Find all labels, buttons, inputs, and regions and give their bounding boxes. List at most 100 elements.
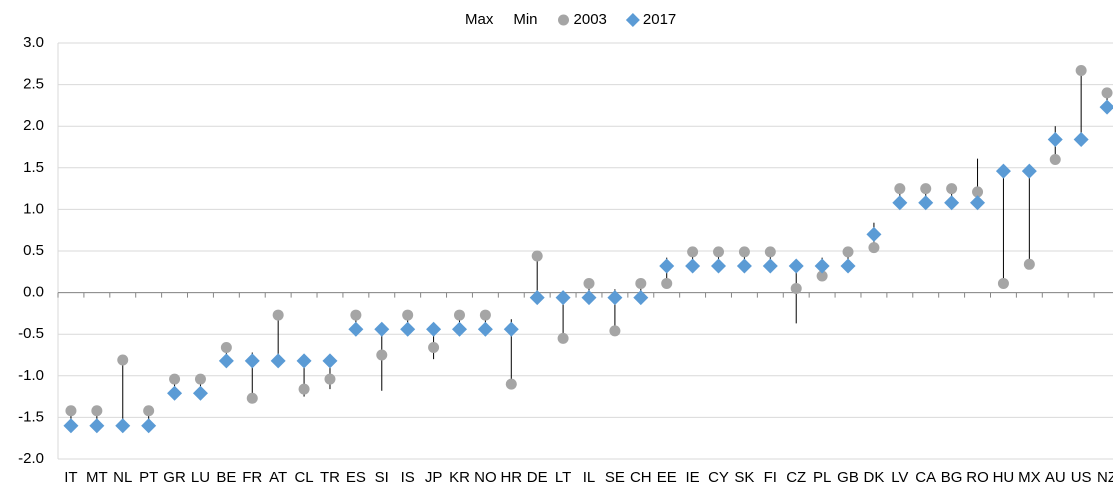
point-diamond bbox=[244, 353, 260, 369]
point-2003 bbox=[1075, 64, 1087, 76]
x-tick-label: PT bbox=[139, 469, 158, 486]
point-diamond bbox=[788, 258, 804, 274]
point-2003 bbox=[713, 246, 725, 258]
point-diamond bbox=[451, 321, 467, 337]
y-tick-label: 1.0 bbox=[23, 200, 44, 217]
x-tick-label: DK bbox=[864, 469, 885, 486]
point-diamond bbox=[1021, 163, 1037, 179]
legend-marker bbox=[558, 14, 570, 26]
point-2003 bbox=[402, 309, 414, 321]
point-diamond bbox=[400, 321, 416, 337]
point-2003 bbox=[894, 183, 906, 195]
point-2003 bbox=[531, 250, 543, 262]
legend-label: Min bbox=[513, 11, 537, 28]
point-2003 bbox=[1023, 258, 1035, 270]
x-tick-label: AU bbox=[1045, 469, 1066, 486]
point-2003 bbox=[505, 378, 517, 390]
y-tick-label: -2.0 bbox=[18, 450, 44, 467]
point-2003 bbox=[1101, 87, 1113, 99]
point-2003 bbox=[272, 309, 284, 321]
x-tick-label: HU bbox=[993, 469, 1015, 486]
x-tick-label: MT bbox=[86, 469, 108, 486]
point-diamond bbox=[503, 321, 519, 337]
point-diamond bbox=[762, 258, 778, 274]
point-2003 bbox=[194, 373, 206, 385]
point-2003 bbox=[324, 373, 336, 385]
x-tick-label: HR bbox=[500, 469, 522, 486]
point-2003 bbox=[143, 405, 155, 417]
x-tick-label: BE bbox=[216, 469, 236, 486]
point-diamond bbox=[685, 258, 701, 274]
x-tick-label: AT bbox=[269, 469, 287, 486]
point-diamond bbox=[918, 195, 934, 211]
x-tick-label: RO bbox=[966, 469, 989, 486]
x-tick-label: PL bbox=[813, 469, 831, 486]
point-diamond bbox=[555, 290, 571, 306]
point-diamond bbox=[192, 385, 208, 401]
point-2003 bbox=[428, 342, 440, 354]
x-tick-label: MX bbox=[1018, 469, 1041, 486]
x-tick-label: BG bbox=[941, 469, 963, 486]
x-tick-label: CZ bbox=[786, 469, 806, 486]
x-tick-label: US bbox=[1071, 469, 1092, 486]
legend-label: Max bbox=[465, 11, 494, 28]
point-2003 bbox=[298, 383, 310, 395]
legend-marker bbox=[625, 13, 640, 27]
x-tick-label: CY bbox=[708, 469, 729, 486]
point-2003 bbox=[920, 183, 932, 195]
point-2003 bbox=[350, 309, 362, 321]
point-diamond bbox=[892, 195, 908, 211]
y-tick-label: 2.0 bbox=[23, 117, 44, 134]
point-diamond bbox=[270, 353, 286, 369]
point-2003 bbox=[376, 349, 388, 361]
point-diamond bbox=[736, 258, 752, 274]
y-tick-label: 3.0 bbox=[23, 34, 44, 51]
x-tick-label: CL bbox=[294, 469, 313, 486]
point-2003 bbox=[65, 405, 77, 417]
point-2003 bbox=[946, 183, 958, 195]
point-2003 bbox=[169, 373, 181, 385]
point-diamond bbox=[970, 195, 986, 211]
point-diamond bbox=[1047, 132, 1063, 148]
point-diamond bbox=[866, 226, 882, 242]
x-tick-label: NL bbox=[113, 469, 132, 486]
point-diamond bbox=[995, 163, 1011, 179]
point-2003 bbox=[972, 186, 984, 198]
x-tick-label: ES bbox=[346, 469, 366, 486]
x-tick-label: IT bbox=[64, 469, 77, 486]
legend-label: 2003 bbox=[574, 11, 607, 28]
y-tick-label: 0.5 bbox=[23, 242, 44, 259]
point-diamond bbox=[840, 258, 856, 274]
point-diamond bbox=[89, 418, 105, 434]
point-2003 bbox=[997, 277, 1009, 289]
point-diamond bbox=[218, 353, 234, 369]
x-tick-label: LV bbox=[891, 469, 908, 486]
point-2003 bbox=[635, 277, 647, 289]
point-2003 bbox=[117, 354, 129, 366]
point-2003 bbox=[816, 270, 828, 282]
point-2003 bbox=[609, 325, 621, 337]
x-tick-label: FI bbox=[764, 469, 777, 486]
x-tick-label: FR bbox=[242, 469, 262, 486]
legend-label: 2017 bbox=[643, 11, 676, 28]
point-diamond bbox=[322, 353, 338, 369]
x-tick-label: TR bbox=[320, 469, 340, 486]
point-diamond bbox=[115, 418, 131, 434]
point-diamond bbox=[529, 290, 545, 306]
point-diamond bbox=[141, 418, 157, 434]
x-tick-label: GR bbox=[163, 469, 186, 486]
point-diamond bbox=[374, 321, 390, 337]
y-tick-label: 2.5 bbox=[23, 76, 44, 93]
point-2003 bbox=[91, 405, 103, 417]
x-tick-label: NO bbox=[474, 469, 497, 486]
point-diamond bbox=[63, 418, 79, 434]
point-diamond bbox=[426, 321, 442, 337]
y-tick-label: 0.0 bbox=[23, 284, 44, 301]
x-tick-label: IS bbox=[401, 469, 415, 486]
point-2003 bbox=[453, 309, 465, 321]
x-tick-label: SK bbox=[734, 469, 754, 486]
x-tick-label: CH bbox=[630, 469, 652, 486]
point-2003 bbox=[764, 246, 776, 258]
point-2003 bbox=[661, 277, 673, 289]
